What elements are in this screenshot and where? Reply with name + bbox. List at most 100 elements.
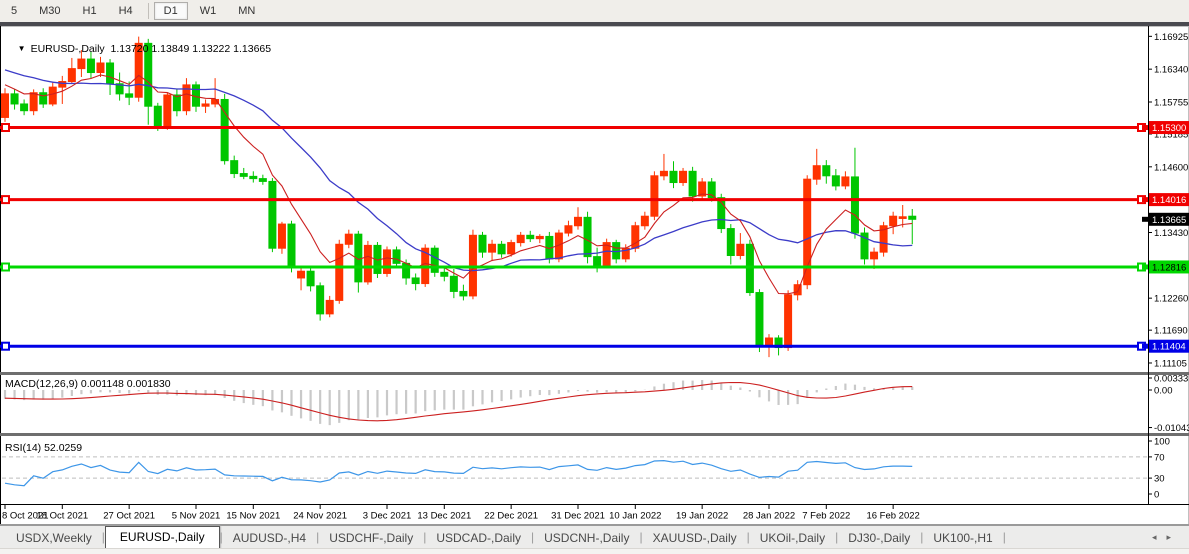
candle	[564, 220, 573, 237]
chart-tab-audusd-h4[interactable]: AUDUSD-,H4	[232, 531, 307, 545]
hline-level-1.15300[interactable]	[0, 123, 1148, 132]
candle	[707, 178, 716, 202]
candle	[297, 267, 306, 291]
timeframe-button-w1[interactable]: W1	[199, 5, 217, 17]
candle	[258, 174, 267, 185]
timeframe-button-mn[interactable]: MN	[238, 5, 256, 17]
candle	[239, 167, 248, 180]
candle	[535, 234, 544, 244]
chart-tab-usdchf-daily[interactable]: USDCHF-,Daily	[329, 531, 414, 545]
hline-level-1.12816[interactable]	[0, 262, 1148, 272]
timeframe-button-d1[interactable]: D1	[153, 2, 188, 20]
rsi-axis-label: 0	[1154, 490, 1159, 501]
candle	[287, 220, 296, 273]
candle	[220, 93, 229, 165]
level-handle[interactable]	[1, 195, 10, 205]
tab-separator: |	[219, 529, 223, 544]
candle	[115, 72, 124, 101]
chart-tab-eurusd-daily[interactable]: EURUSD-,Daily	[104, 526, 220, 550]
date-axis-label: 22 Dec 2021	[484, 511, 538, 522]
chart-ohlc-values: 1.13720 1.13849 1.13222 1.13665	[110, 43, 272, 55]
ma-slow-line	[4, 69, 913, 272]
tab-scroll-arrows: ◂▸	[1152, 532, 1181, 543]
chart-canvas[interactable]: 1.16925 1.16340 1.15755 1.15185 1.14600 1.134…	[0, 25, 1189, 525]
tab-separator: |	[835, 529, 839, 544]
timeframe-button-h4[interactable]: H4	[118, 5, 133, 17]
candle	[58, 75, 67, 104]
candle	[392, 246, 401, 267]
svg-text:1.15300: 1.15300	[1152, 123, 1186, 134]
candle	[411, 273, 420, 291]
chart-tab-usdx-weekly[interactable]: USDX,Weekly	[16, 531, 92, 545]
timeframe-button-m30[interactable]: M30	[39, 5, 61, 17]
level-price-tag: 1.14016	[1142, 193, 1189, 207]
candle	[898, 204, 907, 228]
date-axis-label: 7 Feb 2022	[802, 511, 850, 522]
chart-tab-uk100-h1[interactable]: UK100-,H1	[933, 531, 993, 545]
price-axis-label: 1.14600	[1154, 162, 1188, 173]
candle	[39, 88, 48, 108]
date-axis-label: 10 Jan 2022	[609, 511, 661, 522]
candle	[526, 230, 535, 243]
tab-scroll-left-icon[interactable]: ◂	[1151, 532, 1167, 542]
timeframe-button-h1[interactable]: H1	[82, 5, 97, 17]
chart-tab-usdcnh-daily[interactable]: USDCNH-,Daily	[544, 531, 630, 545]
chart-tab-ukoil-daily[interactable]: UKOil-,Daily	[759, 531, 826, 545]
svg-text:1.12816: 1.12816	[1152, 262, 1186, 273]
level-handle[interactable]	[1, 341, 10, 351]
tab-separator: |	[746, 529, 750, 544]
tab-separator: |	[316, 529, 320, 544]
candle	[459, 284, 468, 301]
candle	[182, 78, 191, 116]
candle	[363, 240, 372, 285]
panel-splitter[interactable]	[0, 372, 1189, 375]
chart-tab-xauusd-daily[interactable]: XAUUSD-,Daily	[652, 531, 737, 545]
timeframe-button-5[interactable]: 5	[11, 5, 18, 17]
candle	[478, 231, 487, 258]
tab-separator: |	[639, 529, 643, 544]
price-axis-label: 1.16925	[1154, 32, 1188, 43]
date-axis-label: 5 Nov 2021	[172, 511, 221, 522]
chart-symbol-label: EURUSD-,Daily	[30, 43, 105, 55]
tab-scroll-right-icon[interactable]: ▸	[1166, 532, 1181, 542]
level-handle[interactable]	[1, 262, 10, 272]
candle	[201, 99, 210, 113]
candle	[430, 245, 439, 277]
chart-tab-dj30-daily[interactable]: DJ30-,Daily	[848, 531, 911, 545]
date-axis-label: 15 Nov 2021	[226, 511, 280, 522]
status-strip	[0, 548, 1189, 554]
candle	[822, 160, 831, 184]
candle	[831, 169, 840, 191]
candle	[784, 290, 793, 351]
candle	[316, 282, 325, 321]
candle	[86, 51, 95, 79]
ma-fast-line	[4, 74, 913, 295]
level-price-tag: 1.12816	[1142, 260, 1189, 274]
candle	[20, 99, 29, 116]
panel-splitter[interactable]	[0, 433, 1189, 436]
level-handle[interactable]	[1, 123, 10, 132]
candle	[134, 36, 143, 102]
current-price-tag: 1.13665	[1142, 212, 1189, 226]
svg-text:1.11404: 1.11404	[1152, 342, 1186, 353]
candle	[344, 229, 353, 249]
date-axis-label: 8 Oct 2021	[2, 511, 48, 522]
candle	[736, 233, 745, 260]
candle	[908, 208, 917, 245]
macd-indicator-title: MACD(12,26,9) 0.001148 0.001830	[5, 378, 171, 390]
candle	[602, 238, 611, 268]
candle	[679, 167, 688, 186]
price-axis-label: 1.15755	[1154, 97, 1188, 108]
tab-separator: |	[101, 529, 105, 544]
symbol-dropdown-icon[interactable]: ▼	[17, 44, 26, 53]
candle	[889, 211, 898, 235]
chart-tab-usdcad-daily[interactable]: USDCAD-,Daily	[436, 531, 522, 545]
candle	[249, 171, 258, 183]
tab-separator: |	[531, 529, 535, 544]
chart-svg[interactable]: 1.16925 1.16340 1.15755 1.15185 1.14600 1.134…	[0, 25, 1189, 525]
candle	[812, 148, 821, 185]
candle	[879, 221, 888, 257]
price-axis-label: 1.11690	[1154, 326, 1188, 337]
candle	[383, 246, 391, 277]
candle	[306, 267, 315, 292]
